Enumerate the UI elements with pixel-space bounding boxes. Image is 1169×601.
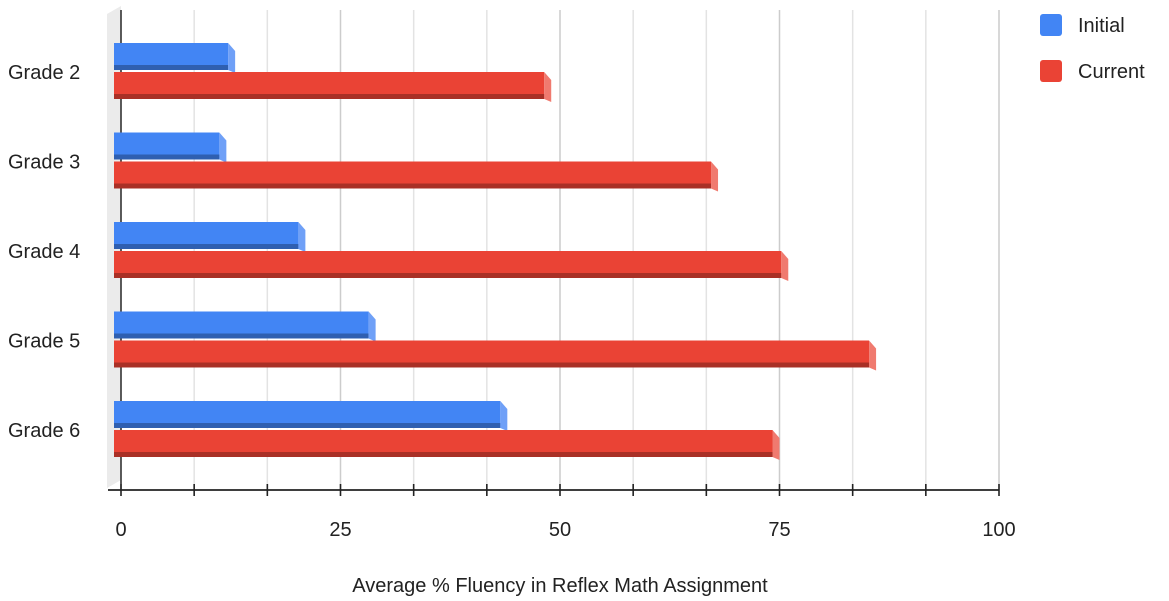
legend-swatch xyxy=(1040,14,1062,36)
category-labels: Grade 2 Grade 3 Grade 4 Grade 5 Grade 6 xyxy=(8,62,80,442)
x-tick-label: 0 xyxy=(115,519,126,541)
category-label: Grade 4 xyxy=(8,241,80,263)
bar-bottom-shade xyxy=(114,423,501,428)
bar-end xyxy=(219,132,227,163)
x-tick-label: 75 xyxy=(768,519,790,541)
legend: Initial Current xyxy=(1040,14,1145,83)
x-tick-label: 50 xyxy=(549,519,571,541)
bar-end xyxy=(869,340,877,371)
x-tick-labels: 0 25 50 75 100 xyxy=(115,519,1015,541)
category-label: Grade 2 xyxy=(8,62,80,84)
bar-bottom-shade xyxy=(114,362,870,368)
category-label: Grade 5 xyxy=(8,331,80,353)
bars xyxy=(114,43,877,460)
x-tick-label: 25 xyxy=(329,519,351,541)
bar-bottom-shade xyxy=(114,183,712,189)
bar-bottom-shade xyxy=(114,333,369,339)
category-label: Grade 6 xyxy=(8,420,80,442)
bar-bottom-shade xyxy=(114,94,545,99)
bar-bottom-shade xyxy=(114,273,782,278)
bar-bottom-shade xyxy=(114,154,220,160)
x-axis-title: Average % Fluency in Reflex Math Assignm… xyxy=(352,575,768,597)
bar-end xyxy=(500,401,508,431)
bar-end xyxy=(772,430,780,460)
bar-bottom-shade xyxy=(114,452,773,457)
legend-label: Initial xyxy=(1078,15,1125,37)
bar-end xyxy=(368,311,376,342)
x-tick-label: 100 xyxy=(982,519,1015,541)
bar-bottom-shade xyxy=(114,244,299,249)
bar-end xyxy=(544,72,552,102)
category-label: Grade 3 xyxy=(8,152,80,174)
legend-label: Current xyxy=(1078,61,1145,83)
bar-end xyxy=(711,161,719,192)
bar-end xyxy=(298,222,306,252)
bar-end xyxy=(228,43,236,73)
bar-end xyxy=(781,251,789,281)
bar-bottom-shade xyxy=(114,65,229,70)
legend-swatch xyxy=(1040,60,1062,82)
